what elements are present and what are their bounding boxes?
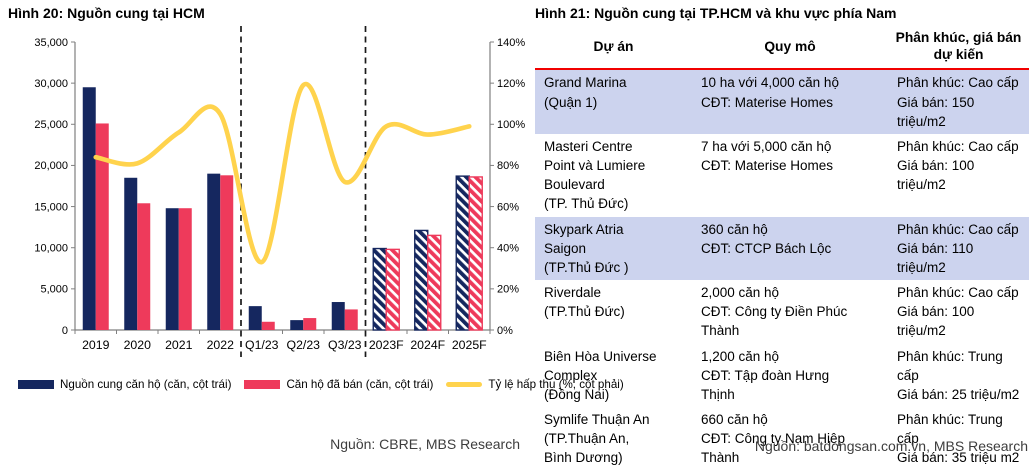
bar-supply-Q2/23 [290, 320, 304, 330]
bar-sold-2022 [220, 175, 234, 330]
table-row: Biên Hòa Universe Complex (Đồng Nai) 1,2… [535, 344, 1029, 407]
right-axis-tick-label: 100% [497, 119, 525, 131]
bar-supply-2024F [414, 229, 429, 331]
right-axis-tick-label: 120% [497, 78, 525, 90]
legend-label-sold: Căn hộ đã bán (căn, cột trái) [286, 378, 434, 391]
chart-legend: Nguồn cung căn hộ (căn, cột trái) Căn hộ… [18, 378, 624, 391]
bar-supply-Q1/23 [248, 306, 262, 330]
segment-cell: Phân khúc: Trung cấp Giá bán: 25 triệu/m… [897, 348, 1020, 402]
legend-swatch-sold [244, 380, 281, 389]
left-axis-tick-label: 10,000 [34, 243, 68, 255]
supply-chart: 0 5,000 10,000 15,000 20,000 25,000 30,000 35,0… [34, 26, 525, 357]
legend-swatch-supply [18, 380, 54, 389]
bar-sold-2025F [468, 176, 483, 331]
x-axis-label: Q1/23 [245, 338, 279, 352]
scale-cell: 2,000 căn hộ CĐT: Công ty Điền Phúc Thàn… [701, 285, 848, 339]
x-axis-label: 2019 [82, 338, 110, 352]
segment-cell: Phân khúc: Cao cấp Giá bán: 100 triệu/m2 [897, 285, 1019, 339]
left-axis-tick-label: 35,000 [34, 37, 68, 49]
bar-sold-2023F [385, 248, 400, 331]
figure20-source: Nguồn: CBRE, MBS Research [330, 436, 520, 452]
bar-sold-Q3/23 [344, 309, 358, 330]
bar-supply-2023F [372, 247, 387, 331]
table-row: Grand Marina (Quận 1) 10 ha với 4,000 că… [535, 69, 1029, 134]
header-scale: Quy mô [692, 27, 888, 71]
scale-cell: 10 ha với 4,000 căn hộ CĐT: Materise Hom… [692, 69, 888, 134]
header-segment: Phân khúc, giá bán dự kiến [888, 27, 1029, 71]
x-axis-label: 2023F [369, 338, 404, 352]
bar-sold-2024F [427, 234, 442, 331]
segment-cell: Phân khúc: Cao cấp Giá bán: 110 triệu/m2 [888, 216, 1029, 281]
legend-item-absorption: Tỷ lệ hấp thụ (%, cột phải) [446, 378, 624, 391]
bar-sold-Q1/23 [261, 321, 275, 330]
bar-supply-2022 [207, 173, 221, 330]
table-row: Skypark Atria Saigon (TP.Thủ Đức ) 360 c… [535, 216, 1029, 281]
legend-item-supply: Nguồn cung căn hộ (căn, cột trái) [18, 378, 231, 391]
figure21-source: Nguồn: batdongsan.com.vn, MBS Research [754, 438, 1028, 454]
x-axis-label: Q2/23 [287, 338, 321, 352]
x-axis-label: 2024F [410, 338, 445, 352]
project-cell: Masteri Centre Point và Lumiere Boulevar… [544, 138, 646, 212]
right-axis-tick-label: 40% [497, 243, 519, 255]
scale-cell: 7 ha với 5,000 căn hộ CĐT: Materise Home… [701, 138, 834, 174]
left-axis-tick-label: 0 [62, 325, 68, 337]
scale-cell: 360 căn hộ CĐT: CTCP Bách Lộc [692, 216, 888, 281]
project-cell: Riverdale (TP.Thủ Đức) [544, 285, 625, 320]
bar-supply-2019 [82, 87, 96, 330]
right-axis-tick-label: 60% [497, 201, 519, 213]
bar-supply-2025F [455, 175, 470, 331]
legend-label-absorption: Tỷ lệ hấp thụ (%, cột phải) [488, 378, 624, 391]
table-row: Masteri Centre Point và Lumiere Boulevar… [535, 134, 1029, 217]
project-cell: Biên Hòa Universe Complex (Đồng Nai) [544, 348, 657, 402]
right-axis-tick-label: 0% [497, 325, 513, 337]
x-axis-label: 2025F [452, 338, 487, 352]
header-project: Dự án [535, 27, 692, 71]
table-header-row: Dự án Quy mô Phân khúc, giá bán dự kiến [535, 27, 1029, 71]
x-axis-label: Q3/23 [328, 338, 362, 352]
bar-sold-Q2/23 [303, 318, 317, 330]
bar-supply-2020 [124, 177, 138, 330]
bar-supply-Q3/23 [331, 302, 345, 330]
project-cell: Grand Marina (Quận 1) [535, 69, 692, 134]
absorption-rate-line [93, 81, 472, 265]
right-axis-tick-label: 80% [497, 160, 519, 172]
legend-item-sold: Căn hộ đã bán (căn, cột trái) [244, 378, 433, 391]
left-axis-tick-label: 25,000 [34, 119, 68, 131]
left-axis-tick-label: 15,000 [34, 201, 68, 213]
segment-cell: Phân khúc: Cao cấp Giá bán: 100 triệu/m2 [897, 138, 1019, 193]
left-axis-tick-label: 30,000 [34, 78, 68, 90]
x-axis-label: 2022 [207, 338, 235, 352]
right-axis-tick-label: 140% [497, 37, 525, 49]
table-row: Riverdale (TP.Thủ Đức) 2,000 căn hộ CĐT:… [535, 280, 1029, 343]
left-axis-tick-label: 5,000 [40, 284, 68, 296]
legend-label-supply: Nguồn cung căn hộ (căn, cột trái) [60, 378, 232, 391]
bar-sold-2020 [137, 203, 151, 330]
right-axis-tick-label: 20% [497, 284, 519, 296]
figure21-title: Hình 21: Nguồn cung tại TP.HCM và khu vự… [535, 5, 897, 21]
scale-cell: 1,200 căn hộ CĐT: Tập đoàn Hưng Thịnh [701, 348, 830, 402]
bar-supply-2021 [165, 208, 179, 330]
left-axis-tick-label: 20,000 [34, 160, 68, 172]
figure20-title: Hình 20: Nguồn cung tại HCM [8, 5, 205, 21]
legend-swatch-absorption [446, 382, 483, 387]
bar-sold-2019 [95, 123, 109, 330]
project-cell: Skypark Atria Saigon (TP.Thủ Đức ) [535, 216, 692, 281]
supply-table: Dự án Quy mô Phân khúc, giá bán dự kiến … [535, 27, 1029, 470]
x-axis-label: 2021 [165, 338, 193, 352]
x-axis-label: 2020 [124, 338, 152, 352]
segment-cell: Phân khúc: Cao cấp Giá bán: 150 triệu/m2 [888, 69, 1029, 134]
bar-sold-2021 [178, 208, 192, 330]
